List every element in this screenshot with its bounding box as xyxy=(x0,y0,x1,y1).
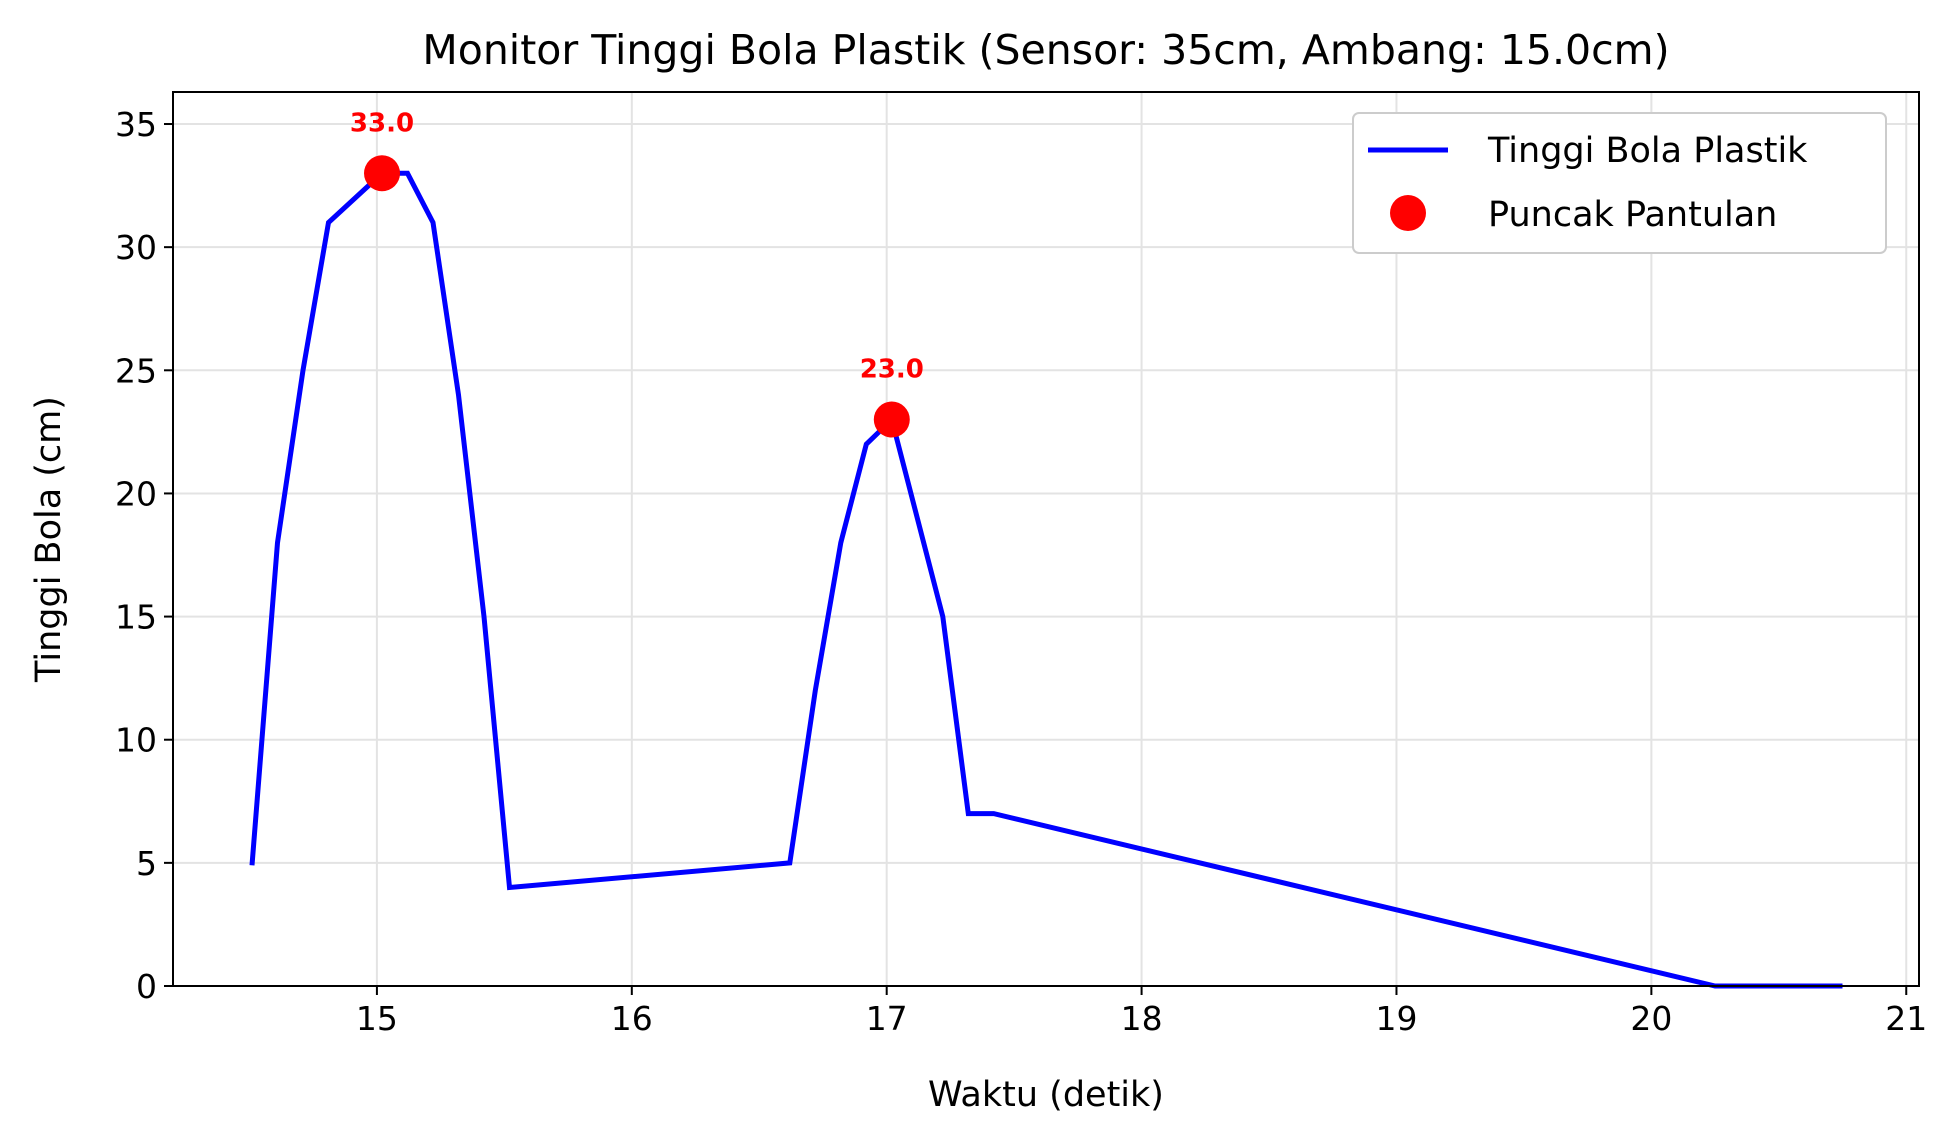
series-line-tinggi-bola xyxy=(249,170,1843,989)
y-tick-label: 25 xyxy=(115,351,157,390)
y-tick-label: 10 xyxy=(115,721,157,760)
y-axis-ticks: 0 5 10 15 20 25 30 35 xyxy=(115,105,173,1006)
plot-frame xyxy=(172,91,1920,987)
legend-box xyxy=(1352,112,1887,254)
peak-marker xyxy=(364,155,401,192)
x-axis-ticks: 15 16 17 18 19 20 21 xyxy=(356,986,1927,1038)
peak-value-label: 33.0 xyxy=(350,108,414,138)
legend-marker-swatch xyxy=(1390,195,1426,231)
legend-label-line: Tinggi Bola Plastik xyxy=(1487,131,1808,171)
x-tick-label: 18 xyxy=(1121,999,1163,1038)
y-axis-label: Tinggi Bola (cm) xyxy=(29,396,69,683)
x-tick-label: 16 xyxy=(611,999,653,1038)
plot-area: 33.0 23.0 xyxy=(249,108,1843,989)
legend-label-peaks: Puncak Pantulan xyxy=(1488,195,1777,235)
peak-markers: 33.0 23.0 xyxy=(350,108,924,438)
y-tick-label: 30 xyxy=(115,228,157,267)
legend: Tinggi Bola Plastik Puncak Pantulan xyxy=(1352,112,1887,254)
x-tick-label: 17 xyxy=(866,999,908,1038)
x-tick-label: 19 xyxy=(1375,999,1417,1038)
y-tick-label: 0 xyxy=(136,967,157,1006)
peak-marker xyxy=(873,401,910,438)
grid xyxy=(173,92,1919,986)
y-tick-label: 35 xyxy=(115,105,157,144)
y-tick-label: 5 xyxy=(136,844,157,883)
x-tick-label: 15 xyxy=(356,999,398,1038)
x-tick-label: 21 xyxy=(1885,999,1927,1038)
peak-value-label: 23.0 xyxy=(860,355,924,385)
y-tick-label: 20 xyxy=(115,474,157,513)
x-axis-label: Waktu (detik) xyxy=(928,1075,1164,1115)
chart-title: Monitor Tinggi Bola Plastik (Sensor: 35c… xyxy=(422,26,1669,74)
y-tick-label: 15 xyxy=(115,598,157,637)
x-tick-label: 20 xyxy=(1630,999,1672,1038)
